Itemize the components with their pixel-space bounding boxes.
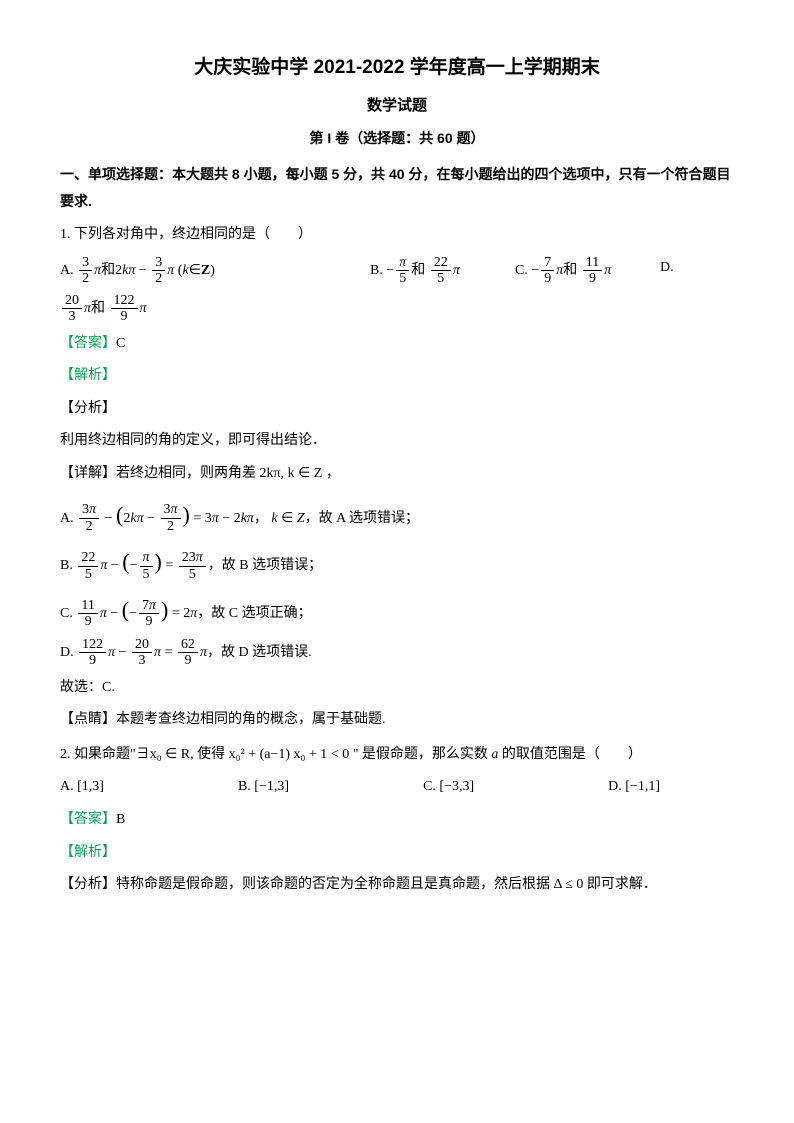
q2-answer: 【答案】B [60, 807, 734, 834]
q1-work-a: A. 3π2 − (2kπ − 3π2) = 3π − 2kπ， k ∈ Z，故… [60, 494, 734, 536]
q1-options: A. 32π和2kπ − 32π (k∈Z) B. −π5和 225π C. −… [60, 255, 734, 287]
label-a: A. [60, 263, 74, 278]
q2-stem-suffix: 的取值范围是（ ） [498, 747, 642, 762]
q1-option-d-label: D. [660, 255, 674, 287]
q1-analysis-text: 利用终边相同的角的定义，即可得出结论． [60, 428, 734, 455]
q1-dianjing: 【点睛】本题考查终边相同的角的概念，属于基础题. [60, 707, 734, 734]
q2-answer-value: B [116, 812, 125, 827]
q2-analysis: 【分析】特称命题是假命题，则该命题的否定为全称命题且是真命题，然后根据 Δ ≤ … [60, 872, 734, 899]
q1-work-d: D. 1229π − 203π = 629π，故 D 选项错误. [60, 637, 734, 669]
q1-detail-intro: 若终边相同，则两角差 2kπ, k ∈ Z ， [116, 466, 340, 481]
q2-option-d: D. [−1,1] [608, 774, 660, 801]
explain-label-2: 【解析】 [60, 845, 116, 860]
q1-option-b: B. −π5和 225π [370, 255, 515, 287]
q2-option-b: B. [−1,3] [238, 774, 289, 801]
q1-answer: 【答案】C [60, 331, 734, 358]
q1-option-d-continued: 203π和 1229π [60, 293, 734, 325]
answer-label-2: 【答案】 [60, 812, 116, 827]
q1-option-c: C. −79π和 119π [515, 255, 660, 287]
q1-detail: 【详解】若终边相同，则两角差 2kπ, k ∈ Z ， [60, 461, 734, 488]
q2-option-c: C. [−3,3] [423, 774, 474, 801]
section-1-header: 一、单项选择题：本大题共 8 小题，每小题 5 分，共 40 分，在每小题给出的… [60, 161, 734, 214]
part-title: 第 I 卷（选择题：共 60 题） [60, 125, 734, 152]
q2-analysis-label: 【分析】 [60, 877, 116, 892]
q2-options: A. [1,3] B. [−1,3] C. [−3,3] D. [−1,1] [60, 774, 660, 801]
q1-detail-label: 【详解】 [60, 466, 116, 481]
page-title: 大庆实验中学 2021-2022 学年度高一上学期期末 [60, 50, 734, 86]
question-1: 1. 下列各对角中，终边相同的是（ ） A. 32π和2kπ − 32π (k∈… [60, 222, 734, 733]
q1-option-a: A. 32π和2kπ − 32π (k∈Z) [60, 255, 370, 287]
answer-label: 【答案】 [60, 336, 116, 351]
q1-therefore: 故选：C. [60, 675, 734, 702]
q1-stem: 1. 下列各对角中，终边相同的是（ ） [60, 222, 734, 249]
q1-conc-a: ，故 A 选项错误； [305, 511, 419, 526]
q2-option-a: A. [1,3] [60, 774, 104, 801]
label-d: D. [660, 260, 674, 275]
q1-conc-c: ，故 C 选项正确； [197, 606, 311, 621]
q2-explain: 【解析】 [60, 840, 734, 867]
q1-analysis-label: 【分析】 [60, 396, 734, 423]
q2-stem-prefix: 2. 如果命题"∃x₀ ∈ R, 使得 x₀² + (a−1) x₀ + 1 <… [60, 747, 491, 762]
q2-stem: 2. 如果命题"∃x₀ ∈ R, 使得 x₀² + (a−1) x₀ + 1 <… [60, 742, 734, 769]
q1-dianjing-label: 【点睛】 [60, 712, 116, 727]
q1-conc-d: ，故 D 选项错误. [207, 645, 312, 660]
explain-label: 【解析】 [60, 368, 116, 383]
label-c: C. [515, 263, 528, 278]
question-2: 2. 如果命题"∃x₀ ∈ R, 使得 x₀² + (a−1) x₀ + 1 <… [60, 742, 734, 899]
label-b: B. [370, 263, 383, 278]
q1-dianjing-text: 本题考查终边相同的角的概念，属于基础题. [116, 712, 386, 727]
q1-work-b: B. 225π − (−π5) = 23π5，故 B 选项错误； [60, 541, 734, 583]
q1-work-c: C. 119π − (−7π9) = 2π，故 C 选项正确； [60, 589, 734, 631]
q2-analysis-text: 特称命题是假命题，则该命题的否定为全称命题且是真命题，然后根据 Δ ≤ 0 即可… [116, 877, 657, 892]
q1-answer-value: C [116, 336, 125, 351]
page-subtitle: 数学试题 [60, 92, 734, 121]
q1-conc-b: ，故 B 选项错误； [208, 558, 322, 573]
q1-explain: 【解析】 [60, 363, 734, 390]
